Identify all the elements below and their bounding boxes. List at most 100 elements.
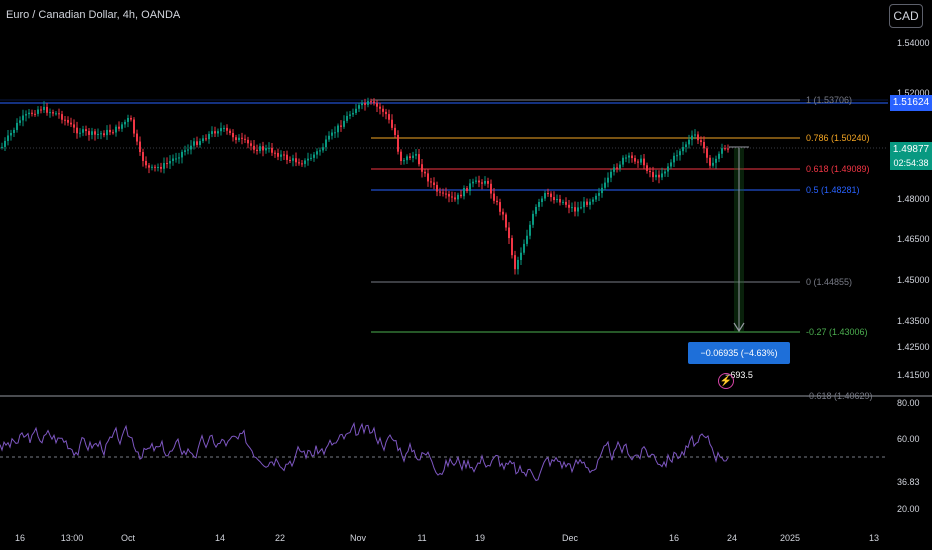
candle-body — [637, 161, 639, 163]
candle-body — [352, 112, 354, 115]
candle-body — [367, 101, 369, 105]
measure-result-label[interactable]: −0.06935 (−4.63%) −693.5 — [688, 342, 790, 380]
candle-body — [598, 193, 600, 196]
price-axis-label: 1.45000 — [897, 275, 930, 285]
time-axis-label: 14 — [215, 533, 225, 543]
lightning-bolt-icon[interactable]: ⚡ — [718, 373, 734, 389]
fib-label-minus0618: -0.618 (1.40629) — [806, 391, 873, 401]
fib-retracement[interactable]: 1 (1.53706) 0.786 (1.50240) 0.618 (1.490… — [371, 95, 873, 401]
candle-body — [97, 133, 99, 135]
candle-body — [349, 114, 351, 116]
candle-body — [64, 119, 66, 121]
candle-body — [13, 129, 15, 133]
candle-body — [40, 109, 42, 111]
candle-body — [661, 173, 663, 178]
candle-body — [322, 147, 324, 151]
fib-label-0: 0 (1.44855) — [806, 277, 852, 287]
candle-body — [682, 147, 684, 152]
candle-body — [391, 119, 393, 128]
candle-body — [370, 101, 372, 103]
candle-body — [358, 105, 360, 109]
candle-body — [34, 113, 36, 115]
candle-body — [592, 199, 594, 202]
candle-body — [538, 202, 540, 207]
candle-body — [160, 166, 162, 169]
candle-body — [58, 113, 60, 115]
candle-body — [547, 193, 549, 195]
candle-body — [163, 163, 165, 169]
candle-body — [130, 117, 132, 120]
candle-body — [121, 124, 123, 129]
candle-body — [481, 182, 483, 184]
candle-body — [67, 119, 69, 123]
candle-body — [568, 204, 570, 208]
candle-body — [472, 181, 474, 184]
candle-body — [220, 128, 222, 132]
candle-body — [151, 166, 153, 168]
candle-body — [649, 170, 651, 173]
candle-body — [412, 155, 414, 159]
time-axis-label: 11 — [417, 533, 426, 543]
candle-body — [49, 112, 51, 114]
candle-body — [172, 158, 174, 162]
candle-body — [337, 125, 339, 133]
candle-body — [304, 160, 306, 164]
candle-body — [535, 206, 537, 214]
candle-body — [424, 171, 426, 174]
candle-body — [490, 183, 492, 194]
time-axis-label: 24 — [727, 533, 737, 543]
candle-body — [199, 141, 201, 145]
candle-body — [595, 195, 597, 200]
candle-body — [259, 146, 261, 151]
candle-body — [580, 207, 582, 209]
fib-label-05: 0.5 (1.48281) — [806, 185, 860, 195]
rsi-axis[interactable]: 80.00 60.00 20.00 — [897, 398, 920, 514]
candle-body — [373, 101, 375, 104]
time-axis[interactable]: 16 13:00 Oct 14 22 Nov 11 19 Dec 16 24 2025 13 — [15, 533, 879, 543]
candle-body — [640, 158, 642, 163]
candle-body — [496, 200, 498, 203]
candle-body — [223, 127, 225, 129]
candle-body — [205, 138, 207, 140]
candle-body — [469, 183, 471, 191]
candle-body — [610, 171, 612, 178]
candlestick-series[interactable] — [1, 97, 729, 275]
candle-body — [652, 172, 654, 178]
candle-body — [688, 139, 690, 145]
candle-body — [148, 165, 150, 168]
candle-body — [313, 154, 315, 158]
candle-body — [340, 125, 342, 127]
measure-arrowhead — [733, 322, 745, 333]
candle-body — [643, 158, 645, 166]
candle-body — [394, 127, 396, 135]
time-axis-label: 19 — [475, 533, 485, 543]
candle-body — [247, 139, 249, 144]
candle-body — [43, 106, 45, 110]
candle-body — [157, 166, 159, 168]
candle-body — [22, 115, 24, 121]
candle-body — [364, 103, 366, 105]
candle-body — [724, 148, 726, 150]
symbol-title[interactable]: Euro / Canadian Dollar, 4h, OANDA — [6, 9, 181, 21]
candle-body — [169, 161, 171, 164]
candle-body — [79, 132, 81, 134]
price-axis[interactable]: 1.54000 1.52000 1.48000 1.46500 1.45000 … — [897, 38, 930, 380]
rsi-value-tag-text: 36.83 — [897, 477, 920, 487]
candle-body — [262, 146, 264, 151]
candle-body — [91, 131, 93, 135]
current-price-tag: 1.49877 — [890, 142, 932, 158]
candle-body — [325, 139, 327, 148]
currency-button[interactable]: CAD — [889, 4, 923, 28]
candle-body — [517, 259, 519, 270]
candle-body — [658, 174, 660, 178]
candle-body — [193, 141, 195, 146]
candle-body — [298, 162, 300, 164]
candle-body — [55, 113, 57, 115]
price-axis-label: 1.52000 — [897, 88, 930, 98]
candle-body — [415, 154, 417, 156]
candle-body — [628, 155, 630, 158]
candle-body — [19, 120, 21, 123]
candle-body — [268, 147, 270, 149]
candle-body — [10, 132, 12, 136]
